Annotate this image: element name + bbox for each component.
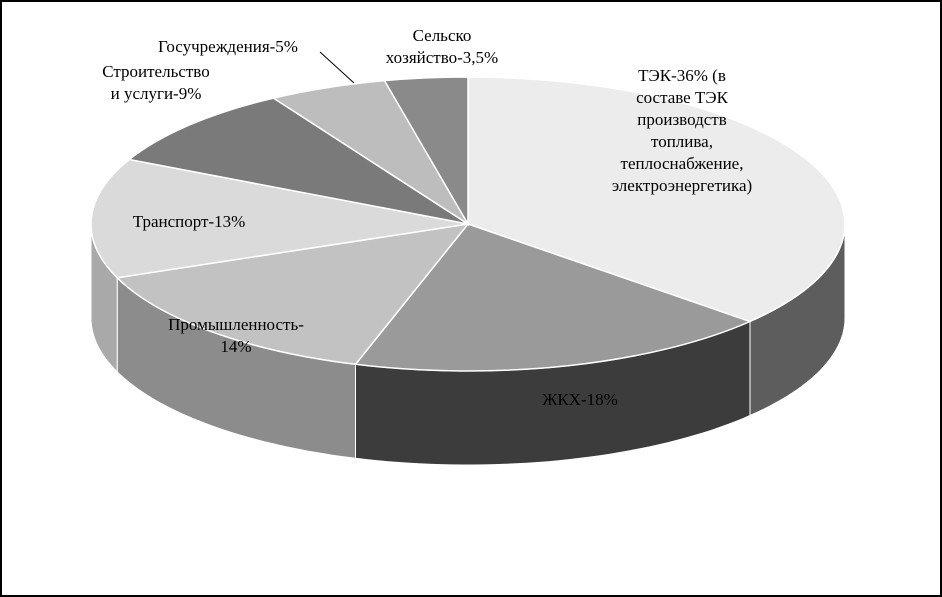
pie-slice-2 (115, 222, 470, 366)
slice-label-line: хозяйство-3,5% (386, 48, 498, 67)
pie-slices (90, 76, 846, 372)
slice-label-6: Сельско хозяйство-3,5% (386, 26, 498, 67)
slice-label-line: ТЭК-36% (в (638, 66, 726, 85)
slice-label-2: Промышленность- 14% (168, 315, 304, 356)
pie-slice-3 (90, 158, 469, 279)
slice-label-line: производств (637, 110, 726, 129)
slice-label-line: теплоснабжение, (621, 154, 744, 173)
slice-label-5: Госучреждения-5% (158, 37, 298, 56)
pie-sides (90, 223, 846, 466)
slice-label-line: электроэнергетика) (612, 176, 752, 195)
slice-label-3: Транспорт-13% (133, 212, 246, 231)
slice-label-line: и услуги-9% (111, 84, 202, 103)
slice-label-line: Сельско (413, 26, 472, 45)
pie-slice-1 (354, 223, 753, 372)
slice-label-1: ЖКХ-18% (542, 390, 618, 409)
slice-label-line: ЖКХ-18% (542, 390, 618, 409)
slice-label-line: Промышленность- (168, 315, 304, 334)
slice-label-0: ТЭК-36% (в составе ТЭК производств топлива,… (612, 66, 752, 195)
slice-label-4: Строительство и услуги-9% (102, 62, 209, 103)
leader-line (319, 51, 355, 84)
slice-label-line: Госучреждения-5% (158, 37, 298, 56)
pie-labels: ТЭК-36% (в составе ТЭК производств топлива,… (102, 26, 752, 409)
pie-slice-6 (383, 76, 469, 227)
slice-label-line: топлива, (651, 132, 713, 151)
slice-label-line: Строительство (102, 62, 209, 81)
slice-label-line: составе ТЭК (636, 88, 729, 107)
pie-slice-4 (127, 97, 469, 225)
pie-slice-0 (467, 76, 846, 323)
slice-label-line: 14% (220, 337, 251, 356)
slice-label-line: Транспорт-13% (133, 212, 246, 231)
